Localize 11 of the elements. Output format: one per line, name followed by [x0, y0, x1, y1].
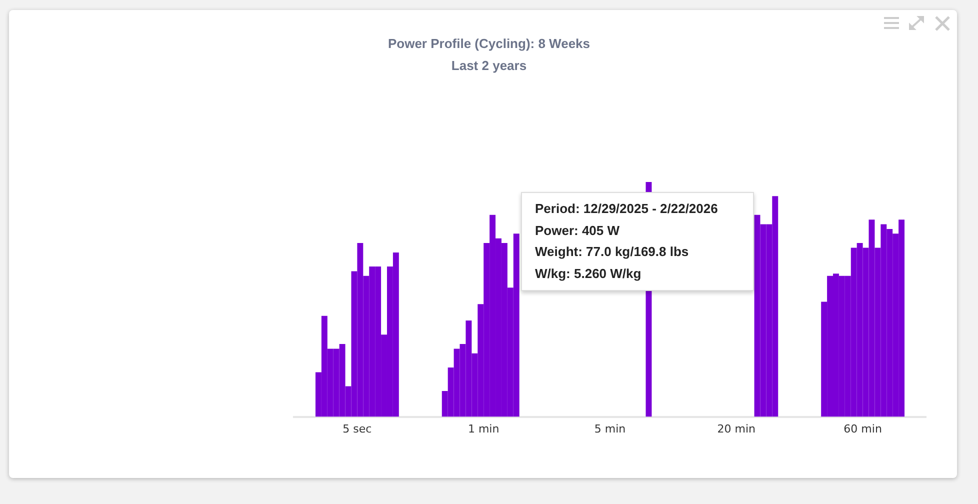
x-tick-label: 1 min	[468, 422, 500, 436]
annotation: Weight: 77.0 kg/169.8 lbs	[535, 243, 690, 261]
annotation: W/kg: 5.260 W/kg	[535, 264, 642, 283]
annotation: Power: 405 W	[535, 222, 621, 240]
x-tick-label: 5 sec	[342, 422, 372, 436]
x-tick-label: 60 min	[844, 422, 882, 436]
x-tick-label: 20 min	[717, 422, 756, 436]
chart-title: Power Profile (Cycling): 8 Weeks	[386, 36, 592, 51]
annotation: Period: 12/29/2025 - 2/22/2026	[535, 200, 719, 218]
x-tick-label: 5 min	[594, 422, 626, 436]
chart-subtitle: Last 2 years	[450, 58, 528, 73]
